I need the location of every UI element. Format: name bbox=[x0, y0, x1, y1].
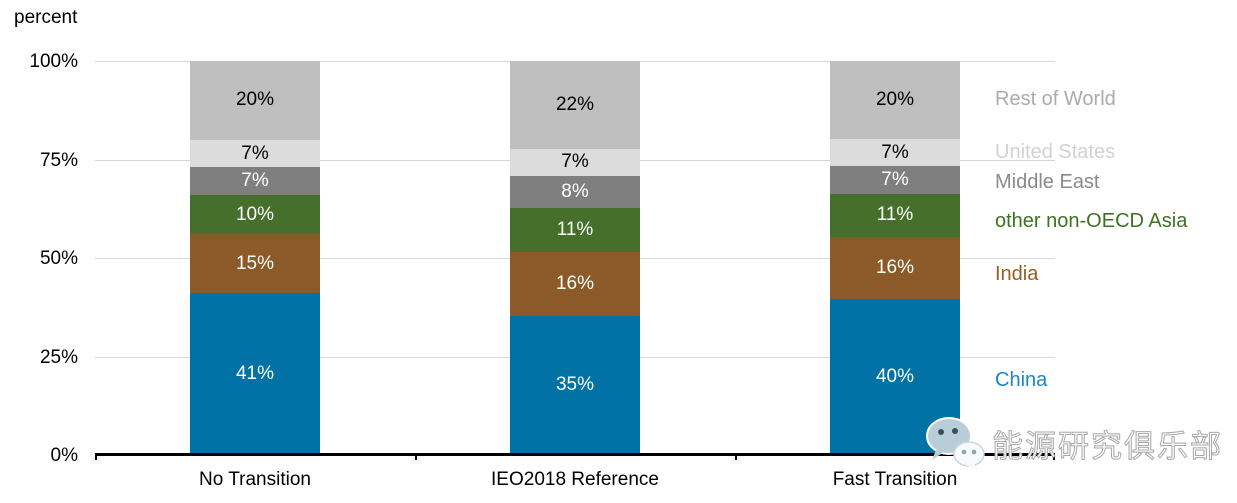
segment-value-label: 7% bbox=[241, 142, 269, 164]
bar-segment: 22% bbox=[510, 61, 640, 149]
bar-segment: 16% bbox=[510, 252, 640, 316]
bar-segment: 7% bbox=[190, 139, 320, 168]
x-axis-tick bbox=[415, 453, 417, 460]
watermark: 能源研究俱乐部 bbox=[924, 414, 1223, 472]
legend-label-united-states: United States bbox=[995, 141, 1116, 163]
segment-value-label: 8% bbox=[561, 181, 589, 203]
bar-segment: 20% bbox=[830, 61, 960, 140]
segment-value-label: 22% bbox=[555, 93, 595, 115]
segment-value-label: 7% bbox=[561, 151, 589, 173]
segment-value-label: 11% bbox=[556, 219, 594, 241]
segment-value-label: 10% bbox=[235, 203, 275, 225]
stacked-bar-no-transition: 20% 7% 7% 10% 15% 41% bbox=[190, 61, 320, 455]
bar-segment: 8% bbox=[510, 176, 640, 209]
segment-value-label: 41% bbox=[235, 363, 275, 385]
x-axis-tick bbox=[95, 453, 97, 460]
bar-segment: 15% bbox=[190, 234, 320, 294]
bar-segment: 11% bbox=[510, 208, 640, 253]
wechat-icon bbox=[926, 417, 985, 471]
segment-value-label: 16% bbox=[875, 256, 915, 278]
bar-segment: 41% bbox=[190, 293, 320, 455]
segment-value-label: 20% bbox=[875, 89, 915, 110]
y-tick-label: 75% bbox=[39, 150, 78, 171]
bar-segment: 16% bbox=[830, 236, 960, 299]
bar-segment: 11% bbox=[830, 193, 960, 237]
y-tick-label: 100% bbox=[29, 51, 78, 72]
legend-label-india: India bbox=[995, 263, 1039, 285]
legend-label-other-non-oecd-asia: other non-OECD Asia bbox=[995, 210, 1188, 232]
segment-value-label: 40% bbox=[875, 365, 915, 387]
legend-label-middle-east: Middle East bbox=[995, 171, 1100, 193]
y-tick-label: 25% bbox=[39, 347, 78, 368]
segment-value-label: 7% bbox=[241, 170, 269, 192]
segment-value-label: 16% bbox=[555, 272, 595, 294]
x-axis-tick bbox=[735, 453, 737, 460]
bar-segment: 10% bbox=[190, 194, 320, 235]
legend-label-china: China bbox=[995, 369, 1048, 391]
chart-title: percent bbox=[14, 7, 78, 28]
bar-segment: 20% bbox=[190, 61, 320, 140]
bar-segment: 35% bbox=[510, 315, 640, 456]
bar-segment: 7% bbox=[830, 139, 960, 167]
legend-label-rest-of-world: Rest of World bbox=[995, 88, 1116, 110]
stacked-bar-fast-transition: 20% 7% 7% 11% 16% 40% bbox=[830, 61, 960, 456]
x-axis-label: IEO2018 Reference bbox=[491, 469, 659, 490]
stacked-bar-ieo2018-reference: 22% 7% 8% 11% 16% 35% bbox=[510, 61, 640, 456]
x-axis-label: No Transition bbox=[199, 469, 311, 490]
segment-value-label: 11% bbox=[876, 204, 914, 226]
bar-segment: 7% bbox=[510, 148, 640, 177]
x-axis-tick bbox=[1053, 453, 1055, 460]
x-axis-line bbox=[95, 453, 1055, 456]
segment-value-label: 35% bbox=[555, 374, 595, 396]
bar-segment: 7% bbox=[830, 166, 960, 194]
y-tick-label: 0% bbox=[50, 445, 78, 466]
segment-value-label: 15% bbox=[235, 252, 275, 274]
segment-value-label: 7% bbox=[881, 168, 909, 190]
segment-value-label: 20% bbox=[235, 89, 275, 111]
watermark-text: 能源研究俱乐部 bbox=[992, 428, 1223, 464]
y-tick-label: 50% bbox=[39, 248, 78, 269]
segment-value-label: 7% bbox=[881, 141, 909, 163]
bar-segment: 7% bbox=[190, 167, 320, 195]
x-axis-label: Fast Transition bbox=[832, 469, 958, 490]
